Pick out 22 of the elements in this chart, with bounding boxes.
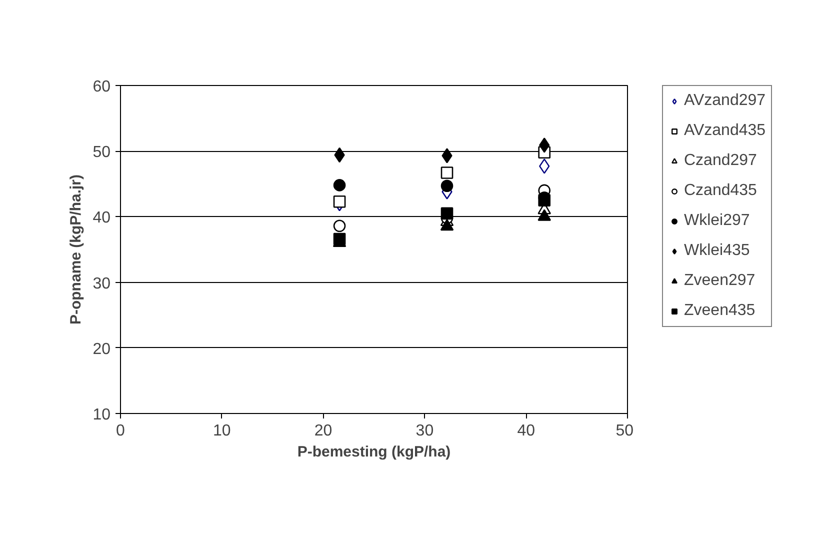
y-tick-label: 20 <box>92 340 111 358</box>
x-tick-label: 20 <box>314 422 332 440</box>
y-tick-label: 60 <box>92 78 111 96</box>
x-tick-label: 10 <box>213 422 231 440</box>
legend-label: AVzand435 <box>684 122 766 140</box>
x-tick-label: 50 <box>616 422 634 440</box>
y-tick-label: 50 <box>92 144 111 162</box>
y-tick-label: 10 <box>92 406 111 424</box>
y-tick-label: 30 <box>92 275 111 292</box>
legend-label: Zveen435 <box>684 302 756 320</box>
legend-label: Zveen297 <box>684 272 756 290</box>
legend-label: Wklei297 <box>684 212 750 230</box>
x-tick-label: 0 <box>116 422 126 440</box>
y-tick-label: 40 <box>92 210 111 227</box>
y-axis-title: P-opname (kgP/ha.jr) <box>68 174 85 325</box>
legend-label: Czand297 <box>684 152 757 170</box>
x-tick-label: 30 <box>416 422 434 440</box>
legend-label: AVzand297 <box>684 92 766 110</box>
x-tick-label: 40 <box>517 422 536 440</box>
legend-label: Czand435 <box>684 182 757 200</box>
legend-label: Wklei435 <box>684 242 750 260</box>
x-axis-title: P-bemesting (kgP/ha) <box>297 444 451 460</box>
